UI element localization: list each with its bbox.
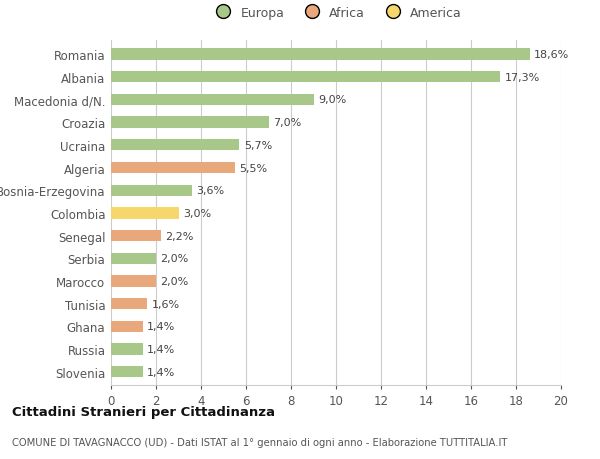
- Text: 1,4%: 1,4%: [147, 322, 175, 332]
- Bar: [111, 208, 179, 219]
- Bar: [111, 230, 161, 242]
- Bar: [111, 276, 156, 287]
- Text: 2,0%: 2,0%: [161, 254, 189, 264]
- Text: 5,7%: 5,7%: [244, 140, 272, 151]
- Bar: [111, 185, 192, 196]
- Bar: [111, 95, 314, 106]
- Text: 7,0%: 7,0%: [273, 118, 301, 128]
- Text: Cittadini Stranieri per Cittadinanza: Cittadini Stranieri per Cittadinanza: [12, 405, 275, 419]
- Bar: [111, 49, 530, 61]
- Text: 9,0%: 9,0%: [318, 95, 346, 105]
- Bar: [111, 321, 143, 332]
- Text: 2,2%: 2,2%: [165, 231, 193, 241]
- Bar: [111, 344, 143, 355]
- Text: 3,0%: 3,0%: [183, 208, 211, 218]
- Bar: [111, 366, 143, 378]
- Bar: [111, 162, 235, 174]
- Text: 17,3%: 17,3%: [505, 73, 540, 83]
- Bar: [111, 253, 156, 264]
- Text: 1,4%: 1,4%: [147, 367, 175, 377]
- Bar: [111, 117, 269, 129]
- Text: 3,6%: 3,6%: [197, 186, 224, 196]
- Bar: [111, 72, 500, 83]
- Text: COMUNE DI TAVAGNACCO (UD) - Dati ISTAT al 1° gennaio di ogni anno - Elaborazione: COMUNE DI TAVAGNACCO (UD) - Dati ISTAT a…: [12, 437, 508, 447]
- Bar: [111, 140, 239, 151]
- Legend: Europa, Africa, America: Europa, Africa, America: [206, 3, 466, 23]
- Text: 2,0%: 2,0%: [161, 276, 189, 286]
- Text: 5,5%: 5,5%: [239, 163, 268, 173]
- Bar: [111, 298, 147, 310]
- Text: 1,6%: 1,6%: [151, 299, 179, 309]
- Text: 18,6%: 18,6%: [534, 50, 569, 60]
- Text: 1,4%: 1,4%: [147, 344, 175, 354]
